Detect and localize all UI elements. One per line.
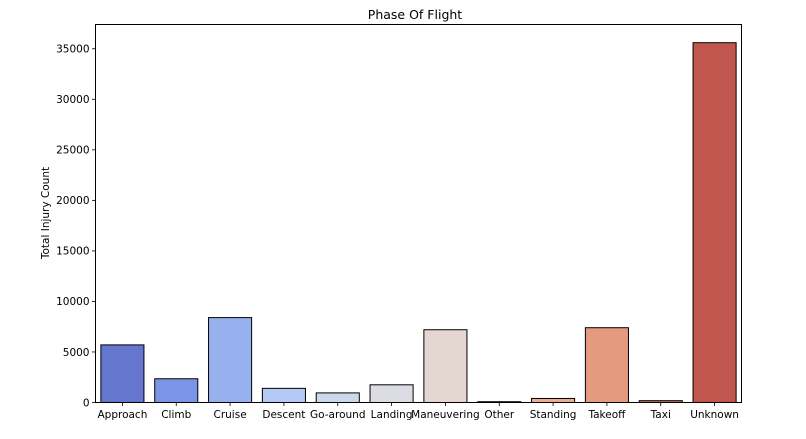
chart-title: Phase Of Flight <box>368 7 463 22</box>
bars-group <box>100 42 737 404</box>
bar-unknown <box>692 42 737 403</box>
x-tick-label: Takeoff <box>587 409 626 421</box>
x-tick-label: Other <box>484 409 514 421</box>
bar-climb <box>154 378 199 403</box>
x-tick-label: Maneuvering <box>411 409 480 421</box>
y-tick-label: 10000 <box>56 296 89 308</box>
y-tick-label: 5000 <box>63 347 90 359</box>
y-tick-label: 30000 <box>56 94 89 106</box>
x-tick-label: Taxi <box>650 409 671 421</box>
y-tick-label: 35000 <box>56 44 89 56</box>
x-tick-label: Descent <box>262 409 305 421</box>
bar-maneuvering <box>423 329 468 404</box>
x-tick-label: Standing <box>530 409 577 421</box>
x-tick-label: Unknown <box>690 409 739 421</box>
bar-descent <box>261 387 306 404</box>
y-tick-label: 15000 <box>56 246 89 258</box>
y-axis-title: Total Injury Count <box>40 167 52 260</box>
x-tick-label: Climb <box>161 409 191 421</box>
y-axis-ticks: 0 5000 10000 15000 20000 25000 30000 35000 <box>56 44 96 409</box>
bar-approach <box>100 344 145 404</box>
bar-takeoff <box>584 327 629 403</box>
y-tick-label: 0 <box>83 397 90 409</box>
x-tick-label: Go-around <box>310 409 365 421</box>
bar-standing <box>531 397 576 403</box>
x-tick-label: Landing <box>371 409 413 421</box>
bar-landing <box>369 384 414 403</box>
x-tick-label: Cruise <box>214 409 247 421</box>
x-tick-label: Approach <box>97 409 147 421</box>
plot-frame <box>95 24 742 403</box>
y-tick-label: 25000 <box>56 145 89 157</box>
y-tick-label: 20000 <box>56 195 89 207</box>
bar-cruise <box>208 317 253 404</box>
bar-go-around <box>315 392 360 403</box>
x-axis-ticks: Approach Climb Cruise Descent Go-around Landi… <box>97 402 739 421</box>
